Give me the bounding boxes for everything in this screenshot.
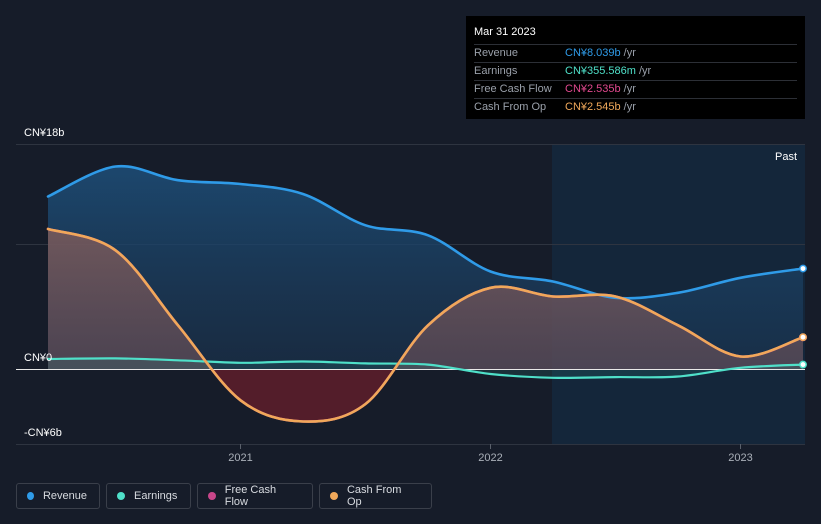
tooltip: Mar 31 2023 Revenue CN¥8.039b /yr Earnin…	[466, 16, 805, 119]
revenue-line	[46, 164, 805, 300]
tooltip-label: Free Cash Flow	[474, 83, 552, 95]
x-tick-label: 2022	[478, 452, 502, 464]
legend-dot-icon	[117, 492, 125, 500]
tooltip-row-cash-from-op: Cash From Op CN¥2.545b /yr	[474, 99, 797, 116]
earnings-end-point	[799, 360, 807, 369]
tooltip-row-revenue: Revenue CN¥8.039b /yr	[474, 45, 797, 63]
legend-label: Free Cash Flow	[224, 484, 277, 508]
tooltip-label: Cash From Op	[474, 101, 547, 113]
earnings-line	[46, 357, 805, 380]
y-tick-label-zero: CN¥0	[24, 352, 52, 364]
cash-from-op-area-negative	[48, 369, 803, 422]
legend-item-earnings[interactable]: Earnings	[106, 483, 191, 509]
tooltip-unit: /yr	[638, 65, 652, 77]
tooltip-unit: /yr	[623, 101, 636, 113]
tooltip-date: Mar 31 2023	[474, 24, 797, 45]
y-tick-label-bottom: -CN¥6b	[24, 427, 62, 439]
legend-label: Cash From Op	[346, 484, 402, 508]
legend-dot-icon	[330, 492, 338, 500]
tooltip-row-earnings: Earnings CN¥355.586m /yr	[474, 63, 797, 81]
legend-item-revenue[interactable]: Revenue	[16, 483, 100, 509]
cash-from-op-end-point	[799, 333, 807, 342]
tooltip-value: CN¥355.586m	[565, 65, 636, 77]
tooltip-unit: /yr	[623, 47, 636, 59]
tooltip-unit: /yr	[623, 83, 636, 95]
cash-from-op-line	[46, 227, 805, 423]
revenue-end-point	[799, 264, 807, 273]
tooltip-value: CN¥2.545b	[565, 101, 621, 113]
tooltip-label: Earnings	[474, 65, 518, 77]
legend-dot-icon	[27, 492, 34, 500]
legend-label: Revenue	[42, 490, 87, 502]
y-tick-label-top: CN¥18b	[24, 127, 64, 139]
tooltip-label: Revenue	[474, 47, 519, 59]
cash-from-op-area-positive	[48, 229, 803, 369]
tooltip-value: CN¥2.535b	[565, 83, 621, 95]
legend-item-cash-from-op[interactable]: Cash From Op	[319, 483, 432, 509]
legend: Revenue Earnings Free Cash Flow Cash Fro…	[16, 483, 432, 509]
legend-dot-icon	[208, 492, 216, 500]
x-tick-label: 2021	[228, 452, 252, 464]
x-tick-label: 2023	[728, 452, 752, 464]
past-label: Past	[775, 151, 797, 163]
tooltip-row-free-cash-flow: Free Cash Flow CN¥2.535b /yr	[474, 81, 797, 99]
legend-label: Earnings	[134, 490, 178, 502]
tooltip-value: CN¥8.039b	[565, 47, 621, 59]
legend-item-free-cash-flow[interactable]: Free Cash Flow	[197, 483, 313, 509]
